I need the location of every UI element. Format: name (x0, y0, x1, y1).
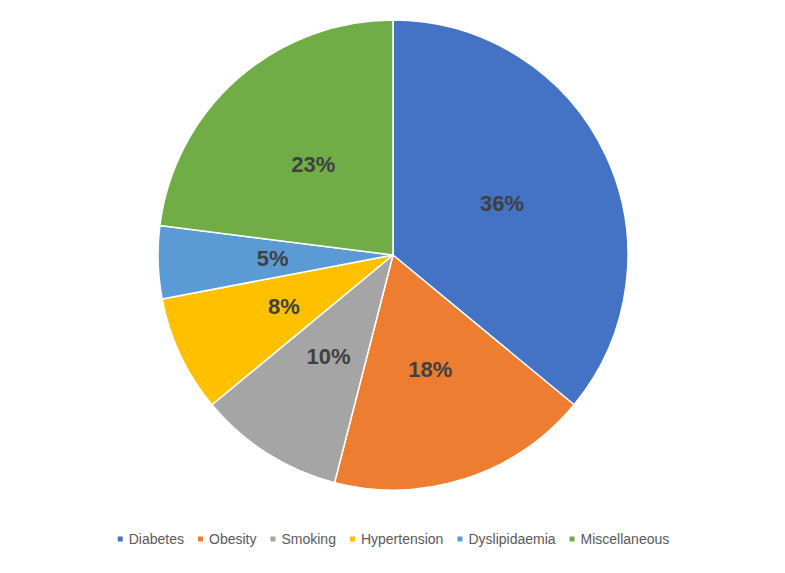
svg-text:23%: 23% (291, 152, 335, 177)
svg-text:Diabetes: Diabetes (129, 531, 184, 547)
svg-text:8%: 8% (268, 294, 300, 319)
svg-text:Dyslipidaemia: Dyslipidaemia (468, 531, 555, 547)
svg-text:Obesity: Obesity (209, 531, 256, 547)
svg-text:36%: 36% (480, 191, 524, 216)
svg-text:10%: 10% (306, 344, 350, 369)
svg-text:Smoking: Smoking (281, 531, 335, 547)
svg-text:Miscellaneous: Miscellaneous (581, 531, 670, 547)
svg-text:Hypertension: Hypertension (361, 531, 444, 547)
svg-text:18%: 18% (408, 357, 452, 382)
svg-text:5%: 5% (257, 246, 289, 271)
